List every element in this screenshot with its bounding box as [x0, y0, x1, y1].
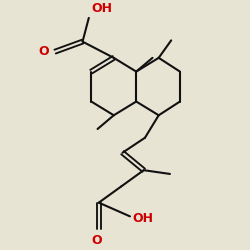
Text: OH: OH [132, 212, 154, 225]
Text: O: O [38, 45, 49, 58]
Text: OH: OH [91, 2, 112, 16]
Text: O: O [91, 234, 102, 247]
